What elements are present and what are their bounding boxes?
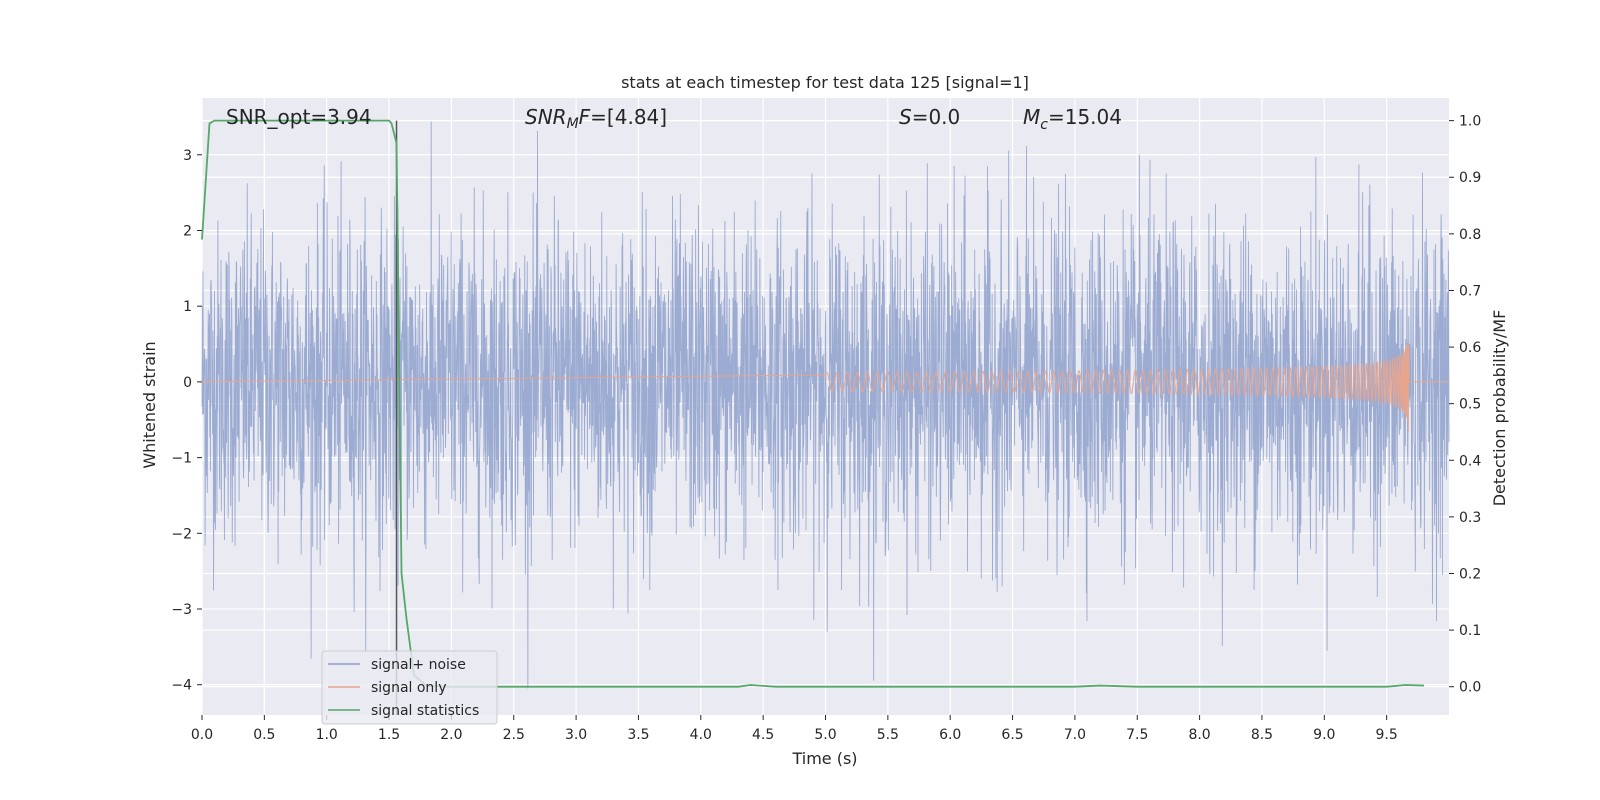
x-tick-label: 6.0 (939, 727, 961, 743)
y-tick-label: 0 (183, 375, 192, 391)
y-right-tick-label: 0.6 (1459, 340, 1481, 356)
y-right-tick-label: 0.4 (1459, 453, 1481, 469)
legend-label-signal-statistics: signal statistics (371, 703, 479, 719)
legend: signal+ noise signal only signal statist… (321, 650, 498, 725)
x-tick-label: 2.5 (503, 727, 525, 743)
y-tick-label: 2 (183, 223, 192, 239)
series-signal-noise (201, 121, 1450, 689)
x-tick-label: 1.0 (316, 727, 338, 743)
y-right-tick-label: 0.9 (1459, 170, 1481, 186)
legend-label-signal-noise: signal+ noise (371, 657, 466, 673)
annotation-mc: Mc=15.04 (1023, 105, 1122, 133)
x-tick-label: 3.0 (565, 727, 587, 743)
y-right-tick-label: 0.2 (1459, 566, 1481, 582)
y-right-tick-label: 0.1 (1459, 623, 1481, 639)
y-tick-label: 3 (183, 148, 192, 164)
x-tick-label: 0.0 (191, 727, 213, 743)
x-tick-label: 2.0 (440, 727, 462, 743)
x-tick-label: 7.5 (1126, 727, 1148, 743)
annotation-snr-mf: SNRMF=[4.84] (525, 105, 667, 132)
x-tick-label: 7.0 (1064, 727, 1086, 743)
x-tick-label: 8.5 (1251, 727, 1273, 743)
x-tick-label: 4.0 (690, 727, 712, 743)
series-signal-only (201, 342, 1449, 433)
y-tick-label: 1 (183, 299, 192, 315)
y-right-tick-label: 1.0 (1459, 114, 1481, 130)
y-tick-label: −1 (171, 451, 192, 467)
y-right-tick-label: 0.8 (1459, 227, 1481, 243)
series-signal-statistics (201, 119, 1425, 688)
signal-noise-line (201, 121, 1450, 689)
x-tick-label: 5.0 (814, 727, 836, 743)
x-tick-label: 1.5 (378, 727, 400, 743)
x-tick-label: 9.0 (1313, 727, 1335, 743)
x-tick-label: 9.5 (1376, 727, 1398, 743)
ticks: 0.0 0.5 1.0 1.5 2.0 2.5 3.0 3.5 4.0 4.5 5.0 5.5 6.0 6… (171, 114, 1481, 743)
signal-only-line (201, 342, 1449, 433)
y-right-axis-label: Detection probability/MF (1490, 310, 1509, 507)
y-tick-label: −2 (171, 526, 192, 542)
signal-statistics-line (201, 119, 1425, 688)
y-right-tick-label: 0.3 (1459, 510, 1481, 526)
y-right-tick-label: 0.0 (1459, 680, 1481, 696)
x-tick-label: 4.5 (752, 727, 774, 743)
y-right-tick-label: 0.7 (1459, 283, 1481, 299)
annotation-s: S=0.0 (899, 105, 960, 129)
x-tick-label: 0.5 (253, 727, 275, 743)
x-axis-label: Time (s) (791, 749, 857, 768)
x-tick-label: 3.5 (627, 727, 649, 743)
y-axis-label: Whitened strain (140, 341, 159, 468)
y-right-tick-label: 0.5 (1459, 397, 1481, 413)
legend-label-signal-only: signal only (371, 680, 446, 696)
x-tick-label: 8.0 (1188, 727, 1210, 743)
x-tick-label: 5.5 (877, 727, 899, 743)
y-tick-label: −4 (171, 678, 192, 694)
legend-box (321, 650, 498, 725)
annotation-snr-opt: SNR_opt=3.94 (226, 105, 372, 129)
y-tick-label: −3 (171, 602, 192, 618)
chart-title: stats at each timestep for test data 125… (621, 73, 1029, 92)
x-tick-label: 6.5 (1001, 727, 1023, 743)
